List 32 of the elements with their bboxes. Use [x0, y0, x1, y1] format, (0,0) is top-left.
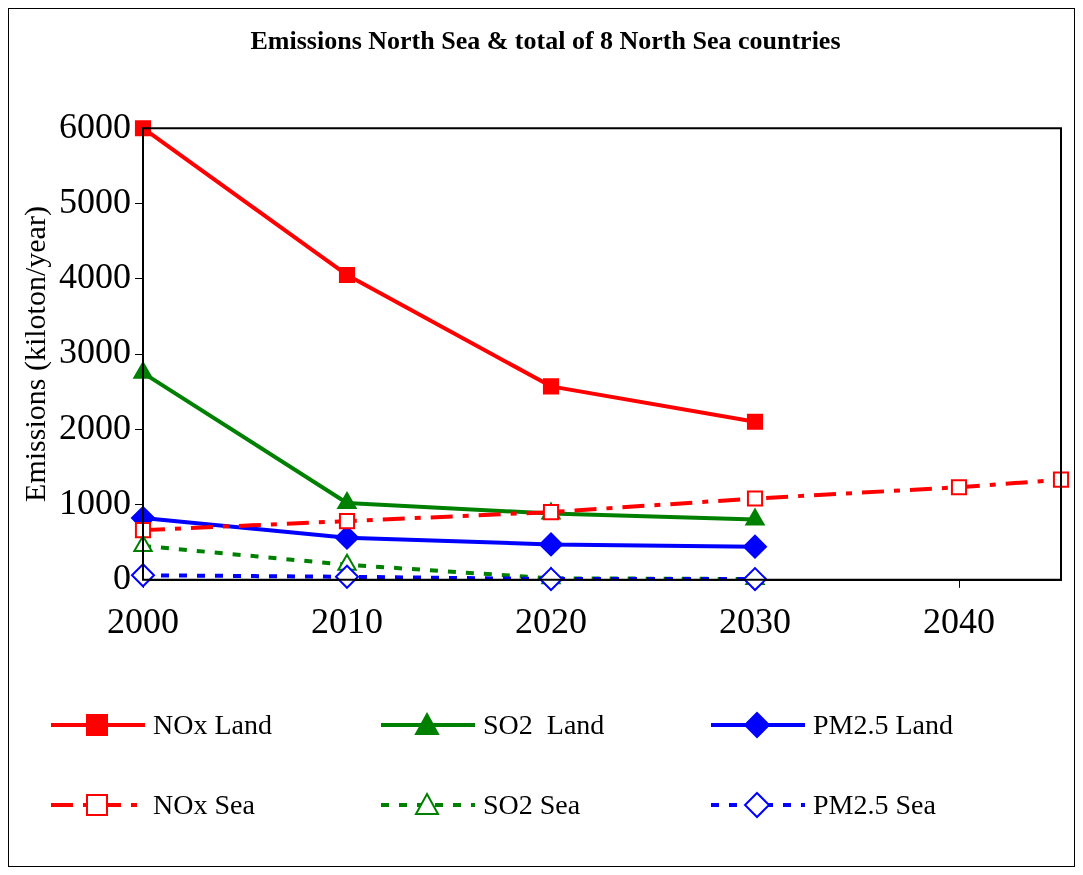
x-tick-label: 2000 — [107, 600, 179, 641]
point — [335, 564, 359, 589]
legend-label: NOx Land — [153, 709, 272, 741]
y-tick-label: 3000 — [59, 331, 131, 372]
x-tick-label: 2010 — [311, 600, 383, 641]
y-tick-label: 2000 — [59, 406, 131, 447]
y-tick-label: 4000 — [59, 256, 131, 297]
x-tick-label: 2020 — [515, 600, 587, 641]
point — [338, 266, 356, 284]
point — [337, 492, 357, 510]
point — [950, 479, 968, 496]
x-tick-label: 2040 — [923, 600, 995, 641]
legend-label: NOx Sea — [153, 789, 255, 821]
point — [539, 532, 563, 557]
y-tick-label: 6000 — [59, 105, 131, 146]
point — [542, 378, 560, 395]
point — [743, 534, 767, 559]
y-tick-label: 1000 — [59, 481, 131, 522]
legend-label: SO2 Land — [483, 709, 605, 741]
y-tick-label: 5000 — [59, 180, 131, 221]
y-axis-title: Emissions (kiloton/year) — [17, 206, 52, 502]
point — [746, 413, 764, 430]
point — [134, 120, 152, 137]
point — [131, 563, 155, 588]
legend-label: PM2.5 Land — [813, 709, 953, 741]
legend-label: SO2 Sea — [483, 789, 581, 821]
x-tick-label: 2030 — [719, 600, 791, 641]
chart-title: Emissions North Sea & total of 8 North Sea countries — [250, 26, 841, 56]
legend-label: PM2.5 Sea — [813, 789, 936, 821]
point — [746, 490, 764, 507]
y-tick-label: 0 — [113, 557, 131, 598]
point — [338, 513, 356, 530]
